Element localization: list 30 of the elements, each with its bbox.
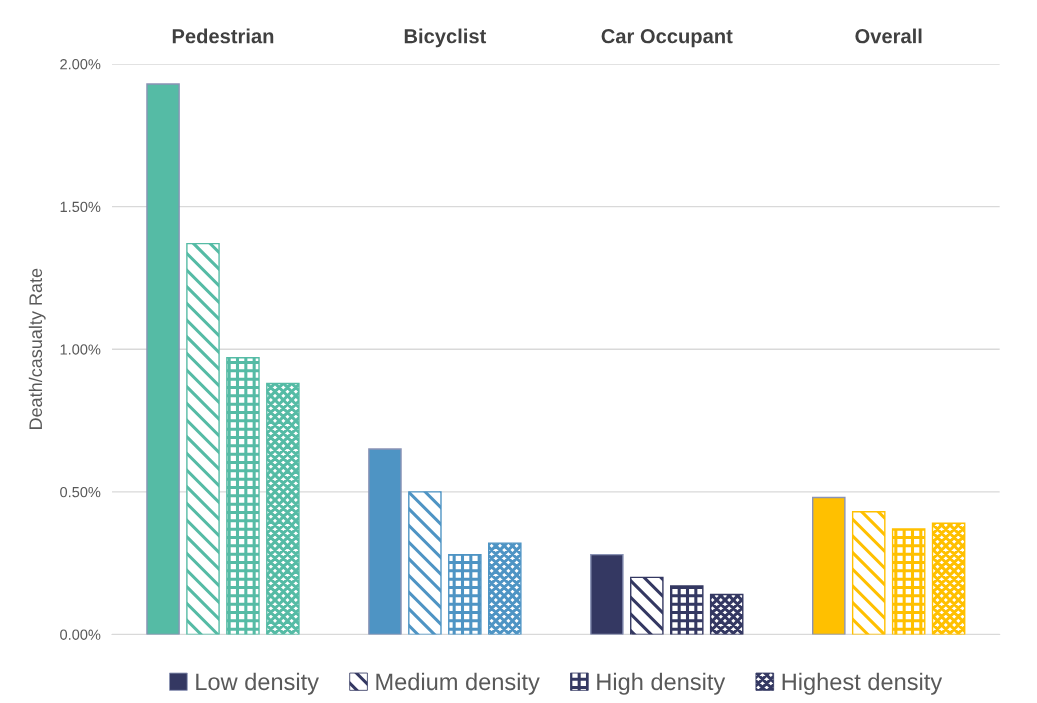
legend-label: Low density (196, 672, 319, 695)
bar (812, 496, 846, 635)
y-tick-label: 2.00% (60, 59, 101, 70)
y-axis-title: Death/casualty Rate (28, 268, 46, 430)
bar (368, 448, 402, 635)
x-tick-label: Pedestrian (172, 28, 274, 44)
y-tick-label: 0.00% (60, 629, 101, 640)
legend-label: Highest density (782, 672, 943, 695)
bar (709, 593, 744, 635)
bar (488, 542, 522, 635)
bar (186, 242, 220, 635)
bar (891, 528, 926, 635)
bar (630, 576, 664, 635)
bar (408, 491, 442, 635)
bar (851, 511, 886, 635)
bar (669, 585, 704, 635)
bar (931, 522, 966, 635)
bar (266, 382, 300, 635)
y-tick-label: 0.50% (60, 486, 101, 498)
bar (146, 83, 180, 635)
y-tick-label: 1.00% (60, 344, 101, 355)
x-tick-label: Overall (855, 28, 922, 44)
y-tick-label: 1.50% (60, 201, 101, 213)
bar (590, 553, 624, 635)
legend-label: High density (597, 672, 726, 695)
bar (226, 357, 260, 635)
legend-label: Medium density (376, 672, 540, 695)
x-tick-label: Bicyclist (404, 28, 487, 48)
x-tick-label: Car Occupant (601, 29, 733, 48)
bar (448, 553, 482, 635)
